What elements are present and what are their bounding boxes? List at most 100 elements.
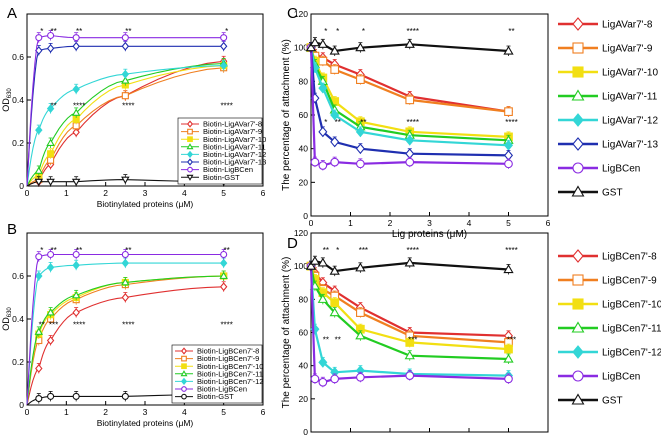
data-point (121, 92, 129, 100)
data-point (330, 136, 340, 148)
legend-entry: Biotin-LigAVar7'-10 (203, 135, 266, 144)
legend-entry: Biotin-LigAVar7'-9 (203, 127, 262, 136)
x-axis-label: Biotinylated proteins (μM) (97, 418, 194, 428)
legend-entry: Biotin-LigAVar7'-11 (203, 142, 266, 151)
y-axis-label: The percentage of attachment (%) (281, 257, 292, 409)
x-tick-label: 0 (309, 218, 314, 228)
legend-marker (572, 42, 584, 54)
data-point (46, 262, 55, 272)
data-point (46, 308, 55, 316)
y-tick-label: 0.6 (12, 52, 24, 62)
data-point (356, 159, 365, 169)
legend-marker (181, 393, 187, 400)
data-point (317, 257, 328, 267)
legend-marker (572, 370, 584, 382)
x-tick-label: 5 (221, 407, 226, 417)
legend-marker (572, 113, 584, 127)
significance-label: ** (76, 246, 82, 255)
x-tick-label: 2 (103, 188, 108, 198)
data-point (318, 126, 328, 138)
y-tick-label: 40 (299, 144, 309, 154)
data-point (220, 34, 228, 42)
y-axis-label-sub: 630 (7, 307, 13, 318)
legend-marker (180, 347, 188, 355)
data-point (355, 143, 365, 155)
data-point (404, 350, 415, 360)
legend-entry: LigAVar7'-9 (602, 44, 653, 55)
x-tick-label: 5 (221, 188, 226, 198)
x-tick-label: 6 (546, 218, 551, 228)
significance-label: *** (507, 335, 516, 344)
legend-marker (181, 363, 187, 370)
legend-entry: GST (602, 188, 623, 199)
y-tick-label: 40 (299, 361, 309, 371)
y-tick-label: 60 (299, 110, 309, 120)
legend-marker (571, 393, 585, 405)
data-point (47, 150, 55, 158)
legend-entry: Biotin-LigAVar7'-8 (203, 120, 262, 129)
significance-label: **** (122, 102, 134, 111)
y-tick-label: 100 (294, 261, 308, 271)
legend-entry: LigBCen (602, 372, 640, 383)
significance-label: ** (50, 246, 56, 255)
data-point (404, 257, 415, 267)
data-point (329, 45, 340, 55)
data-point (121, 258, 130, 268)
data-point (46, 138, 55, 146)
data-point (72, 308, 80, 318)
legend-marker (181, 386, 187, 392)
x-tick-label: 2 (103, 407, 108, 417)
data-point (355, 262, 366, 272)
significance-label: **** (505, 118, 517, 127)
x-tick-label: 6 (261, 188, 266, 198)
data-point (219, 41, 228, 51)
legend: LigBCen7'-8 LigBCen7'-9 LigBCen7'-10 LigBCe… (558, 249, 661, 407)
y-tick-label: 0 (19, 181, 24, 191)
x-tick-label: 3 (427, 218, 432, 228)
chart-panel-b: B 0 1 2 3 4 5 6 0 0.2 0.4 0.6 Biotinylated proteins … (1, 221, 266, 428)
data-point (405, 95, 415, 105)
data-point (330, 65, 340, 74)
series-line (26, 275, 224, 406)
data-point (318, 356, 328, 368)
data-point (72, 260, 80, 270)
data-point (356, 75, 365, 84)
panel-letter: A (7, 5, 17, 22)
x-tick-label: 5 (506, 218, 511, 228)
series-5 (306, 260, 513, 388)
data-point (503, 353, 514, 363)
data-point (46, 104, 55, 114)
y-axis-label-main: OD (1, 317, 11, 331)
data-point (329, 265, 340, 275)
significance-label: * (336, 27, 339, 36)
significance-label: ** (125, 27, 131, 36)
legend-entry: Biotin-GST (203, 173, 240, 182)
y-axis-label: OD630 (1, 88, 13, 112)
legend-entry: LigBCen (602, 164, 640, 175)
significance-label: * (324, 27, 327, 36)
data-point (310, 157, 320, 167)
data-point (318, 377, 328, 387)
legend-entry: LigBCen7'-11 (602, 324, 661, 335)
legend-entry: Biotin-LigBCen7'-12 (197, 377, 263, 386)
significance-label: *** (49, 321, 58, 330)
data-point (309, 37, 321, 47)
legend-marker (571, 185, 585, 197)
series-3 (26, 270, 228, 406)
data-point (34, 327, 44, 335)
data-point (405, 371, 415, 380)
legend-entry: Biotin-LigBCen7'-11 (197, 369, 263, 378)
x-tick-label: 3 (143, 188, 148, 198)
data-point (71, 178, 81, 187)
y-tick-label: 100 (294, 43, 308, 53)
significance-label: ** (360, 118, 366, 127)
data-point (121, 176, 130, 184)
significance-label: **** (73, 321, 85, 330)
series-4 (26, 60, 228, 187)
y-tick-label: 0 (19, 400, 24, 410)
legend-entry: LigAVar7'-12 (602, 116, 658, 127)
data-point (356, 308, 365, 317)
x-axis-label: Lig proteins (μM) (392, 229, 467, 240)
legend-marker (572, 298, 584, 310)
legend-marker (187, 166, 193, 173)
